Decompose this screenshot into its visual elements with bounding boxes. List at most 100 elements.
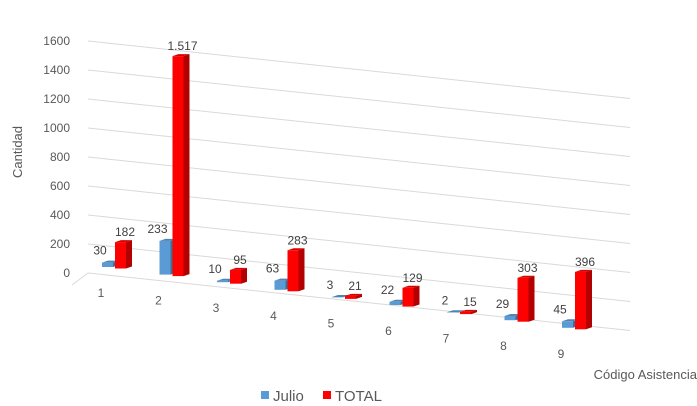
data-label: 95	[233, 253, 247, 267]
gridline	[87, 156, 631, 215]
y-tick-label: 1000	[43, 121, 70, 135]
data-label: 10	[208, 262, 222, 276]
bar-front	[460, 311, 471, 315]
x-tick-label: 3	[213, 301, 220, 315]
bar-total-5	[345, 293, 362, 299]
bar-front	[115, 242, 126, 269]
data-label: 21	[348, 279, 362, 293]
gridline	[87, 127, 631, 186]
bar-side	[413, 285, 420, 307]
gridline	[87, 69, 631, 128]
bar-top	[230, 267, 247, 270]
data-label: 182	[115, 225, 135, 239]
data-label: 22	[381, 283, 395, 297]
x-axis-title: Código Asistencia	[594, 367, 697, 382]
x-tick-label: 5	[328, 316, 335, 330]
y-tick-label: 200	[50, 237, 70, 251]
bar-top	[345, 293, 362, 296]
legend: Julio TOTAL	[261, 388, 382, 405]
gridline	[87, 185, 631, 244]
floor-edge	[71, 272, 89, 286]
bar-top	[389, 299, 407, 302]
bar-front	[575, 271, 586, 330]
data-label: 45	[553, 302, 567, 316]
bar-front	[402, 287, 414, 307]
legend-swatch-total	[323, 391, 331, 399]
x-tick-label: 9	[558, 347, 565, 361]
bar-top	[102, 260, 119, 263]
bar-top	[575, 269, 592, 272]
data-label: 63	[266, 262, 280, 276]
data-label: 15	[463, 295, 477, 309]
y-tick-label: 1600	[43, 34, 70, 48]
bar-front	[389, 301, 401, 305]
data-label: 129	[402, 271, 422, 285]
data-label: 29	[496, 297, 510, 311]
bar-side	[586, 269, 592, 330]
bar-top	[332, 294, 349, 297]
bar-top	[447, 310, 464, 313]
bar-side	[356, 293, 362, 299]
legend-label-julio: Julio	[273, 388, 304, 405]
bar-front	[230, 269, 241, 284]
y-tick-label: 1400	[43, 63, 70, 77]
bar-front	[345, 295, 356, 299]
bar-top	[562, 319, 579, 322]
bar-top	[274, 278, 292, 281]
x-tick-label: 8	[500, 339, 507, 353]
data-label: 30	[93, 244, 107, 258]
bar-total-9	[575, 269, 592, 330]
gridline	[87, 40, 631, 99]
data-label: 233	[147, 222, 167, 236]
data-label: 3	[327, 278, 334, 292]
bar-front	[172, 56, 184, 277]
bar-top	[504, 313, 522, 316]
gridline	[87, 98, 631, 157]
bar-side	[471, 309, 477, 315]
gridline	[87, 272, 631, 331]
x-tick-label: 7	[443, 332, 450, 346]
bars	[102, 54, 592, 330]
bar-top	[402, 285, 420, 288]
bar-front	[562, 321, 573, 328]
bar-total-4	[287, 248, 305, 292]
bar-side	[528, 275, 535, 322]
bar-front	[504, 315, 516, 321]
legend-label-total: TOTAL	[335, 388, 382, 405]
bar-front	[102, 262, 113, 267]
y-axis-ticks: 0 200 400 600 800 1000 1200 1400 1600	[43, 34, 70, 280]
y-tick-label: 800	[50, 150, 70, 164]
bar-top	[217, 278, 234, 281]
data-label: 2	[442, 293, 449, 307]
bar-side	[183, 54, 190, 277]
data-label: 1.517	[167, 39, 197, 53]
y-tick-label: 400	[50, 208, 70, 222]
bar-total-6	[402, 285, 420, 307]
y-tick-label: 1200	[43, 92, 70, 106]
bar-front	[217, 280, 228, 283]
legend-swatch-julio	[261, 391, 269, 399]
bar-side	[298, 248, 305, 292]
data-label: 303	[517, 261, 537, 275]
bar-top	[460, 309, 477, 312]
x-tick-label: 1	[98, 286, 105, 300]
y-axis-title: Cantidad	[10, 126, 25, 178]
bar-total-3	[230, 267, 247, 284]
bar-julio-7	[447, 310, 464, 313]
y-tick-label: 0	[63, 266, 70, 280]
bar-side	[458, 310, 464, 313]
x-tick-label: 6	[385, 324, 392, 338]
bar-side	[126, 240, 132, 269]
bar-side	[241, 267, 247, 284]
bar-top	[172, 54, 190, 57]
bar-front	[517, 277, 529, 322]
bar-front	[274, 280, 286, 290]
x-tick-label: 2	[155, 294, 162, 308]
bar-top	[517, 275, 535, 278]
bar-top	[159, 238, 177, 241]
data-label: 396	[575, 255, 595, 269]
bar-total-7	[460, 309, 477, 315]
x-tick-label: 4	[270, 309, 277, 323]
